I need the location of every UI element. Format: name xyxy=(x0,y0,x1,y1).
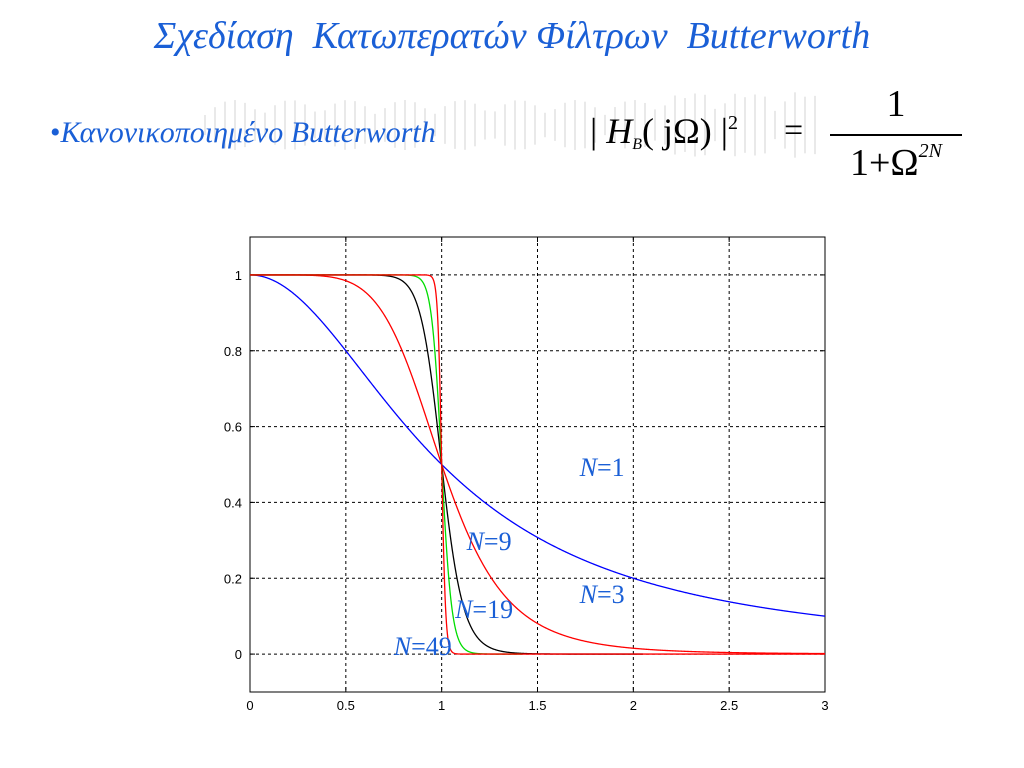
formula-fraction-bar xyxy=(830,134,962,136)
x-tick-label: 3 xyxy=(821,698,828,713)
formula-lhs-sup: 2 xyxy=(727,112,738,134)
formula-lhs-h: H xyxy=(606,111,633,151)
series-label-N49: N=49 xyxy=(393,632,452,661)
slide-title: Σχεδίαση Κατωπερατών Φίλτρων Butterworth xyxy=(153,15,871,57)
x-tick-label: 1.5 xyxy=(528,698,546,713)
x-tick-label: 2 xyxy=(630,698,637,713)
formula-equals: = xyxy=(784,112,804,149)
x-tick-label: 0.5 xyxy=(337,698,355,713)
y-tick-label: 0 xyxy=(235,647,242,662)
y-tick-label: 0.2 xyxy=(224,571,242,586)
bullet-text: •Κανονικοποιημένο Butterworth xyxy=(50,116,436,156)
y-tick-label: 0.8 xyxy=(224,344,242,359)
series-label-N19: N=19 xyxy=(454,595,513,624)
y-tick-label: 0.4 xyxy=(224,495,242,510)
formula-denominator-base: 1+Ω xyxy=(849,142,919,184)
formula-lhs-arg: ( jΩ) | xyxy=(642,111,728,151)
series-line-N1 xyxy=(250,274,826,617)
series-labels: N=1 N=3 N=9 N=19N=49 xyxy=(393,453,625,661)
bullet-marker: • xyxy=(50,116,61,149)
x-tick-label: 0 xyxy=(246,698,253,713)
series-lines xyxy=(250,274,826,655)
formula-lhs-sub: B xyxy=(632,136,642,153)
series-label-N1: N=1 xyxy=(579,453,625,482)
formula-lhs: | HB( jΩ) |2 xyxy=(590,110,738,154)
bullet-label: Κανονικοποιημένο Butterworth xyxy=(60,116,436,149)
y-tick-label: 1 xyxy=(235,268,242,283)
background-signal-watermark xyxy=(204,92,816,158)
butterworth-formula: | HB( jΩ) |2 = 1 1+Ω2N xyxy=(590,82,980,192)
formula-denominator: 1+Ω2N xyxy=(830,140,962,185)
y-tick-label: 0.6 xyxy=(224,420,242,435)
series-label-N3: N=3 xyxy=(579,580,625,609)
formula-lhs-open: | xyxy=(590,111,607,151)
grid xyxy=(250,237,825,692)
x-tick-label: 1 xyxy=(438,698,445,713)
series-line-N49 xyxy=(250,274,825,655)
series-label-N9: N=9 xyxy=(466,527,512,556)
formula-denominator-exp: 2N xyxy=(918,140,942,162)
axis-ticks: 0 0.5 1 1.5 2 2.5 3 0 0.2 0.4 0.6 0.8 1 xyxy=(224,237,829,713)
x-tick-label: 2.5 xyxy=(720,698,738,713)
formula-numerator: 1 xyxy=(886,83,906,125)
series-line-N3 xyxy=(250,274,825,655)
